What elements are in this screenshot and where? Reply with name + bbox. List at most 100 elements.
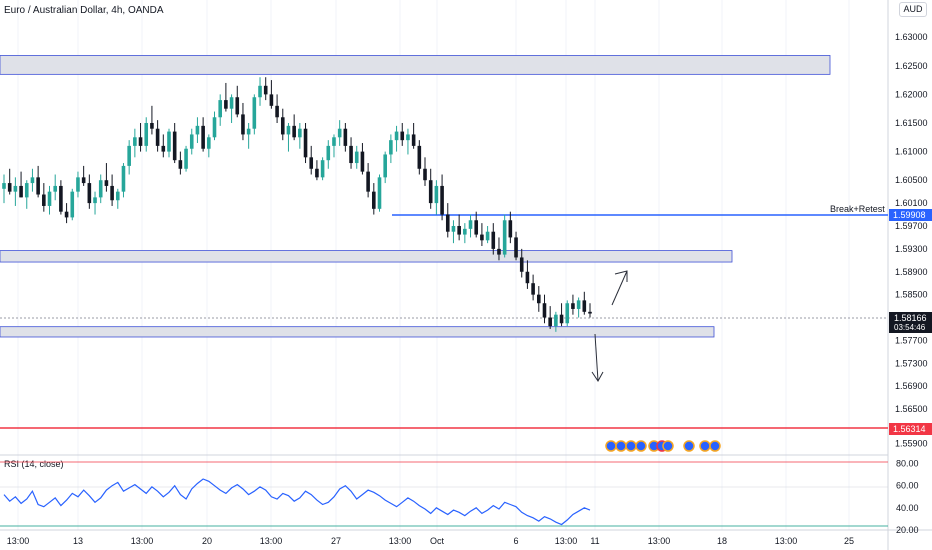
price-tick: 1.58900 — [895, 267, 928, 277]
candle — [229, 94, 234, 123]
candle — [417, 140, 422, 175]
candle — [87, 174, 92, 209]
event-icon[interactable] — [709, 440, 721, 452]
candle — [59, 180, 63, 215]
candle — [565, 300, 570, 327]
candle — [269, 80, 274, 109]
candle — [315, 160, 319, 181]
candle — [542, 294, 547, 324]
candle — [36, 165, 40, 198]
candle — [411, 122, 416, 149]
time-tick: 6 — [513, 536, 518, 546]
time-tick: 13:00 — [260, 536, 283, 546]
candle — [76, 171, 80, 198]
candle — [480, 223, 484, 247]
price-axis[interactable]: 1.63000 1.62500 1.62000 1.61500 1.61000 1.605… — [895, 32, 928, 448]
rsi-axis: 80.00 60.00 40.00 20.00 — [896, 459, 919, 535]
zones — [0, 55, 831, 338]
candle — [343, 122, 348, 152]
rsi-line — [3, 478, 591, 526]
price-tick: 1.60100 — [895, 198, 928, 208]
event-icon[interactable] — [683, 440, 695, 452]
price-tick: 1.61000 — [895, 147, 928, 157]
down-arrow — [591, 333, 604, 382]
candle — [298, 122, 302, 149]
time-tick: 13:00 — [389, 536, 412, 546]
rsi-tick: 40.00 — [896, 503, 919, 513]
candle — [468, 214, 473, 238]
time-axis[interactable]: 13:00 13 13:00 20 13:00 27 13:00 Oct 6 13:00 11 13:… — [7, 536, 854, 546]
time-tick: 27 — [331, 536, 341, 546]
candle — [548, 306, 552, 329]
candle — [360, 143, 365, 175]
candle — [167, 128, 171, 158]
time-tick: 13:00 — [775, 536, 798, 546]
candle — [389, 134, 393, 164]
time-tick: 20 — [202, 536, 212, 546]
candle — [571, 294, 575, 315]
break-retest-label: Break+Retest — [830, 204, 885, 214]
currency-badge[interactable]: AUD — [899, 2, 927, 17]
candle — [144, 117, 149, 152]
event-icon[interactable] — [662, 440, 674, 452]
price-tick: 1.61500 — [895, 118, 928, 128]
candle — [428, 168, 433, 209]
event-icon[interactable] — [625, 440, 637, 452]
countdown-text: 03:54:46 — [894, 323, 926, 332]
time-tick: 13:00 — [7, 536, 30, 546]
supply-demand-zone[interactable] — [0, 55, 831, 75]
candle — [218, 94, 222, 126]
time-tick: Oct — [430, 536, 445, 546]
candle — [30, 168, 35, 192]
candle — [332, 134, 336, 158]
candle — [320, 157, 325, 181]
candle — [502, 214, 507, 258]
candle — [303, 122, 308, 164]
candle — [588, 303, 592, 318]
candle — [258, 77, 262, 106]
price-tick: 1.60500 — [895, 175, 928, 185]
current-price-text: 1.58166 — [894, 313, 927, 323]
price-tick: 1.55900 — [895, 438, 928, 448]
candle — [64, 203, 69, 224]
candle — [326, 140, 331, 169]
supply-demand-zone[interactable] — [0, 250, 733, 263]
candle — [178, 151, 183, 175]
candle — [150, 105, 154, 135]
candle — [508, 211, 513, 244]
event-icon[interactable] — [605, 440, 617, 452]
candle — [275, 94, 279, 123]
candle — [224, 82, 228, 112]
candle — [195, 117, 200, 144]
candle — [138, 122, 143, 152]
price-tick: 1.63000 — [895, 32, 928, 42]
candle — [104, 163, 109, 192]
candle — [531, 274, 535, 301]
candle — [212, 111, 217, 141]
blue-line-price-text: 1.59908 — [893, 210, 926, 220]
time-tick: 18 — [717, 536, 727, 546]
candle — [309, 145, 314, 175]
up-arrow — [611, 270, 628, 306]
candle — [81, 165, 86, 186]
candle — [155, 120, 160, 152]
event-icon[interactable] — [699, 440, 711, 452]
candle — [372, 183, 376, 215]
candle — [184, 145, 188, 172]
rsi-tick: 80.00 — [896, 459, 919, 469]
event-icon[interactable] — [635, 440, 647, 452]
candle — [70, 188, 75, 221]
event-icon[interactable] — [615, 440, 627, 452]
candle — [110, 174, 114, 206]
candle — [582, 291, 587, 315]
candle — [525, 260, 530, 289]
candle — [406, 128, 410, 155]
price-tick: 1.58500 — [895, 290, 928, 300]
event-markers[interactable] — [605, 440, 721, 452]
price-tick: 1.56500 — [895, 404, 928, 414]
supply-demand-zone[interactable] — [0, 326, 715, 338]
blue-line-price-label: 1.59908 — [889, 209, 932, 221]
candle — [252, 94, 257, 135]
candle — [172, 122, 177, 164]
